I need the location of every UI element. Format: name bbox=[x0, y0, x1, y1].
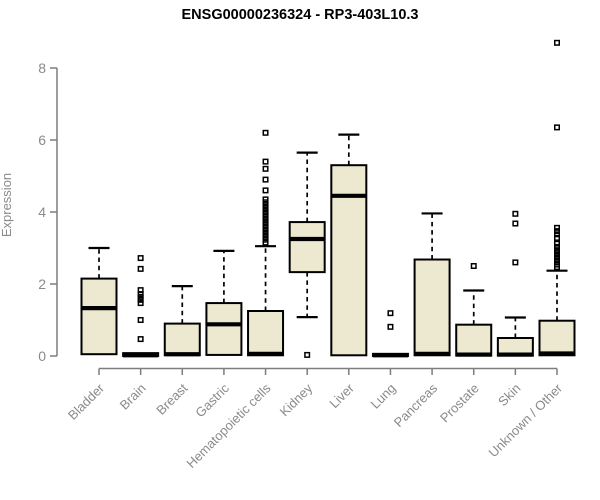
x-category-label-kidney: Kidney bbox=[277, 380, 316, 419]
y-tick-label: 6 bbox=[38, 132, 46, 148]
x-category-label-lung: Lung bbox=[368, 381, 399, 412]
boxplot-unknown-other bbox=[538, 39, 576, 357]
boxplot-lung bbox=[371, 310, 409, 358]
outlier-point bbox=[137, 300, 144, 307]
iqr-box bbox=[455, 323, 493, 357]
x-category-label-pancreas: Pancreas bbox=[391, 380, 441, 430]
outlier-point bbox=[137, 336, 144, 343]
iqr-box bbox=[247, 310, 285, 357]
outlier-point bbox=[262, 165, 269, 172]
outlier-point bbox=[554, 240, 560, 247]
iqr-box bbox=[413, 258, 451, 357]
x-category-label-brain: Brain bbox=[117, 381, 149, 413]
outlier-point bbox=[137, 317, 144, 323]
boxplot-bladder bbox=[80, 246, 118, 356]
outlier-point bbox=[554, 124, 560, 131]
boxplot-skin bbox=[496, 210, 534, 357]
x-category-label-prostate: Prostate bbox=[437, 381, 482, 426]
outlier-point bbox=[554, 228, 560, 235]
y-axis: 0 2 4 6 8 bbox=[38, 60, 58, 364]
outlier-point bbox=[137, 255, 144, 262]
outlier-point bbox=[304, 351, 311, 358]
outlier-point bbox=[512, 210, 519, 217]
boxplot-prostate bbox=[455, 263, 493, 357]
boxplot-liver bbox=[330, 133, 368, 357]
outlier-point bbox=[262, 129, 269, 136]
outlier-point bbox=[262, 176, 269, 183]
outlier-point bbox=[512, 259, 519, 266]
x-category-label-gastric: Gastric bbox=[192, 380, 232, 420]
boxplot-series bbox=[80, 39, 576, 358]
outlier-point bbox=[387, 323, 394, 330]
outlier-point bbox=[262, 239, 269, 246]
y-tick-label: 0 bbox=[38, 348, 46, 364]
outlier-point bbox=[554, 264, 560, 271]
outlier-point bbox=[554, 243, 560, 250]
boxplot-brain bbox=[122, 255, 160, 358]
boxplot-breast bbox=[163, 285, 201, 357]
outlier-point bbox=[554, 39, 560, 46]
outlier-point bbox=[554, 231, 560, 238]
outlier-point bbox=[262, 158, 269, 165]
boxplot-hematopoietic-cells bbox=[247, 129, 285, 357]
outlier-point bbox=[512, 220, 519, 227]
x-category-label-liver: Liver bbox=[326, 380, 357, 411]
iqr-box bbox=[80, 277, 118, 356]
y-axis-label: Expression bbox=[0, 173, 14, 237]
x-category-label-skin: Skin bbox=[495, 381, 523, 409]
y-tick-label: 2 bbox=[38, 276, 46, 292]
iqr-box bbox=[538, 319, 576, 357]
boxplot-gastric bbox=[205, 249, 243, 356]
outlier-point bbox=[262, 187, 269, 194]
iqr-box bbox=[288, 221, 326, 274]
outlier-point bbox=[137, 296, 144, 303]
outlier-point bbox=[554, 224, 560, 231]
y-tick-label: 4 bbox=[38, 204, 46, 220]
outlier-point bbox=[137, 265, 144, 272]
iqr-box bbox=[163, 322, 201, 357]
x-category-label-breast: Breast bbox=[153, 380, 190, 417]
boxplot-pancreas bbox=[413, 212, 451, 357]
outlier-point bbox=[470, 263, 477, 269]
x-category-label-unknown-other: Unknown / Other bbox=[486, 380, 566, 460]
boxplot-kidney bbox=[288, 151, 326, 358]
x-category-label-bladder: Bladder bbox=[65, 380, 108, 423]
y-tick-label: 8 bbox=[38, 60, 46, 76]
outlier-point bbox=[554, 234, 560, 241]
chart-title: ENSG00000236324 - RP3-403L10.3 bbox=[182, 7, 419, 23]
iqr-box bbox=[205, 302, 243, 356]
outlier-point bbox=[387, 310, 394, 317]
